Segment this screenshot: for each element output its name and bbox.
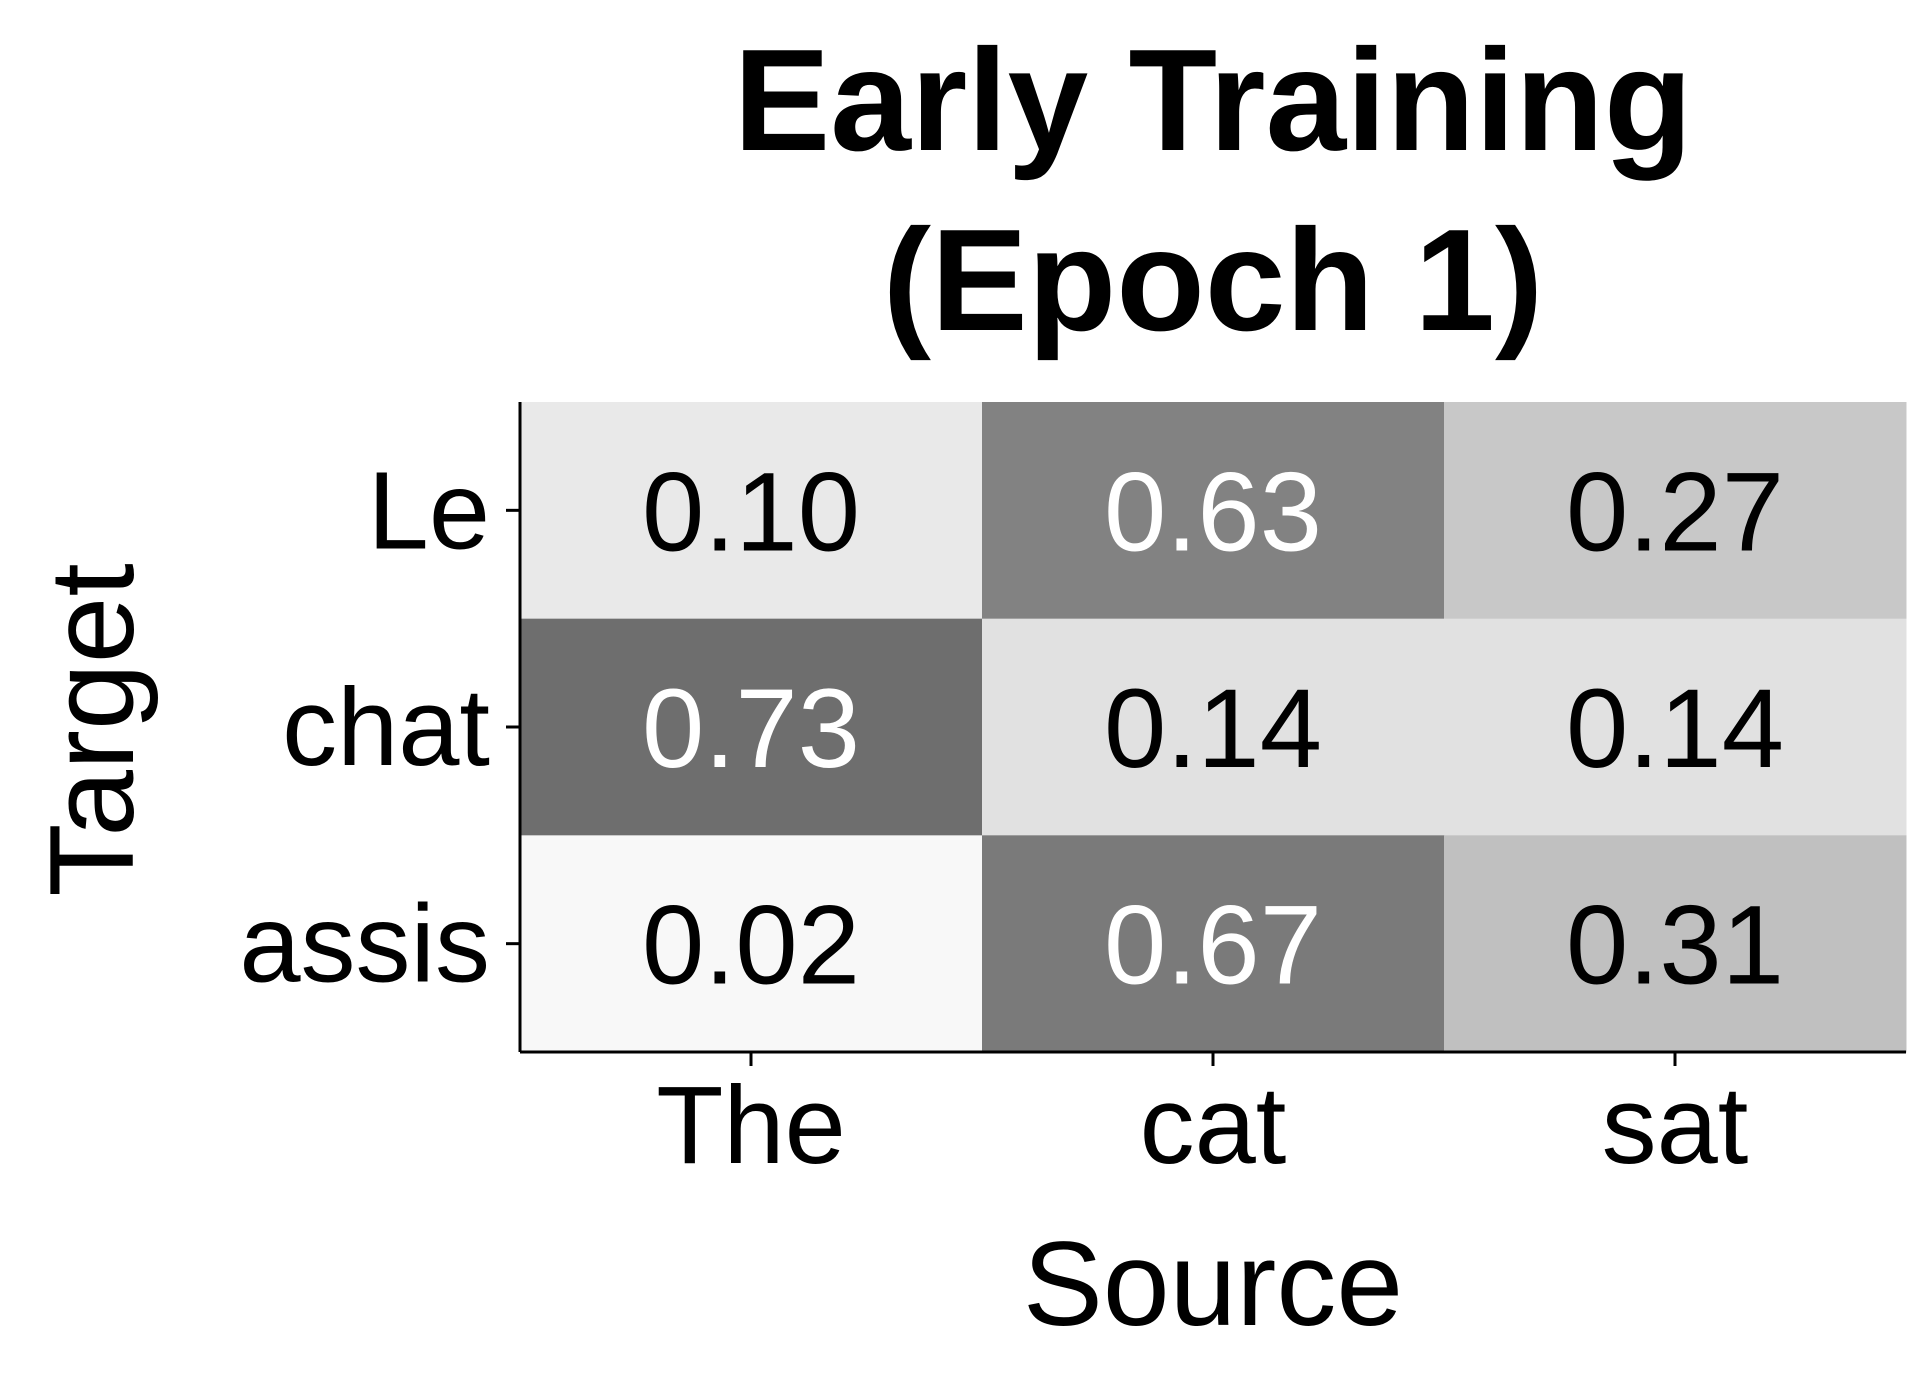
heatmap-cell <box>520 618 983 836</box>
y-tick-label: Le <box>368 449 490 572</box>
heatmap-cell <box>520 835 983 1053</box>
cell-value-label: 0.14 <box>1104 666 1322 791</box>
cell-value-label: 0.73 <box>642 666 860 791</box>
axes <box>506 402 1906 1066</box>
cell-value-label: 0.02 <box>642 883 860 1008</box>
chart-title: Early Training (Epoch 1) <box>734 19 1693 361</box>
y-tick-label: chat <box>282 666 490 789</box>
cell-value-label: 0.31 <box>1566 883 1784 1008</box>
y-tick-label: assis <box>239 883 490 1006</box>
x-tick-label: sat <box>1602 1064 1749 1187</box>
heatmap-cells <box>520 402 1907 1053</box>
cell-value-labels: 0.10 0.63 0.27 0.73 0.14 0.14 0.02 0.67 0.31 <box>642 449 1784 1007</box>
cell-value-label: 0.63 <box>1104 449 1322 574</box>
x-tick-label: The <box>656 1064 846 1187</box>
x-tick-labels: The cat sat <box>656 1064 1748 1187</box>
heatmap-cell <box>520 402 983 620</box>
heatmap-cell <box>982 402 1445 620</box>
x-tick-label: cat <box>1140 1064 1287 1187</box>
y-axis-label: Target <box>25 563 159 897</box>
heatmap-cell <box>1444 835 1907 1053</box>
cell-value-label: 0.27 <box>1566 449 1784 574</box>
heatmap-cell <box>1444 402 1907 620</box>
cell-value-label: 0.10 <box>642 449 860 574</box>
x-axis-label: Source <box>1023 1217 1403 1351</box>
cell-value-label: 0.67 <box>1104 883 1322 1008</box>
chart-title-line-2: (Epoch 1) <box>883 199 1544 361</box>
heatmap-cell <box>982 835 1445 1053</box>
heatmap-cell <box>1444 618 1907 836</box>
heatmap-cell <box>982 618 1445 836</box>
cell-value-label: 0.14 <box>1566 666 1784 791</box>
chart-title-line-1: Early Training <box>734 19 1693 181</box>
y-tick-labels: Le chat assis <box>239 449 490 1005</box>
